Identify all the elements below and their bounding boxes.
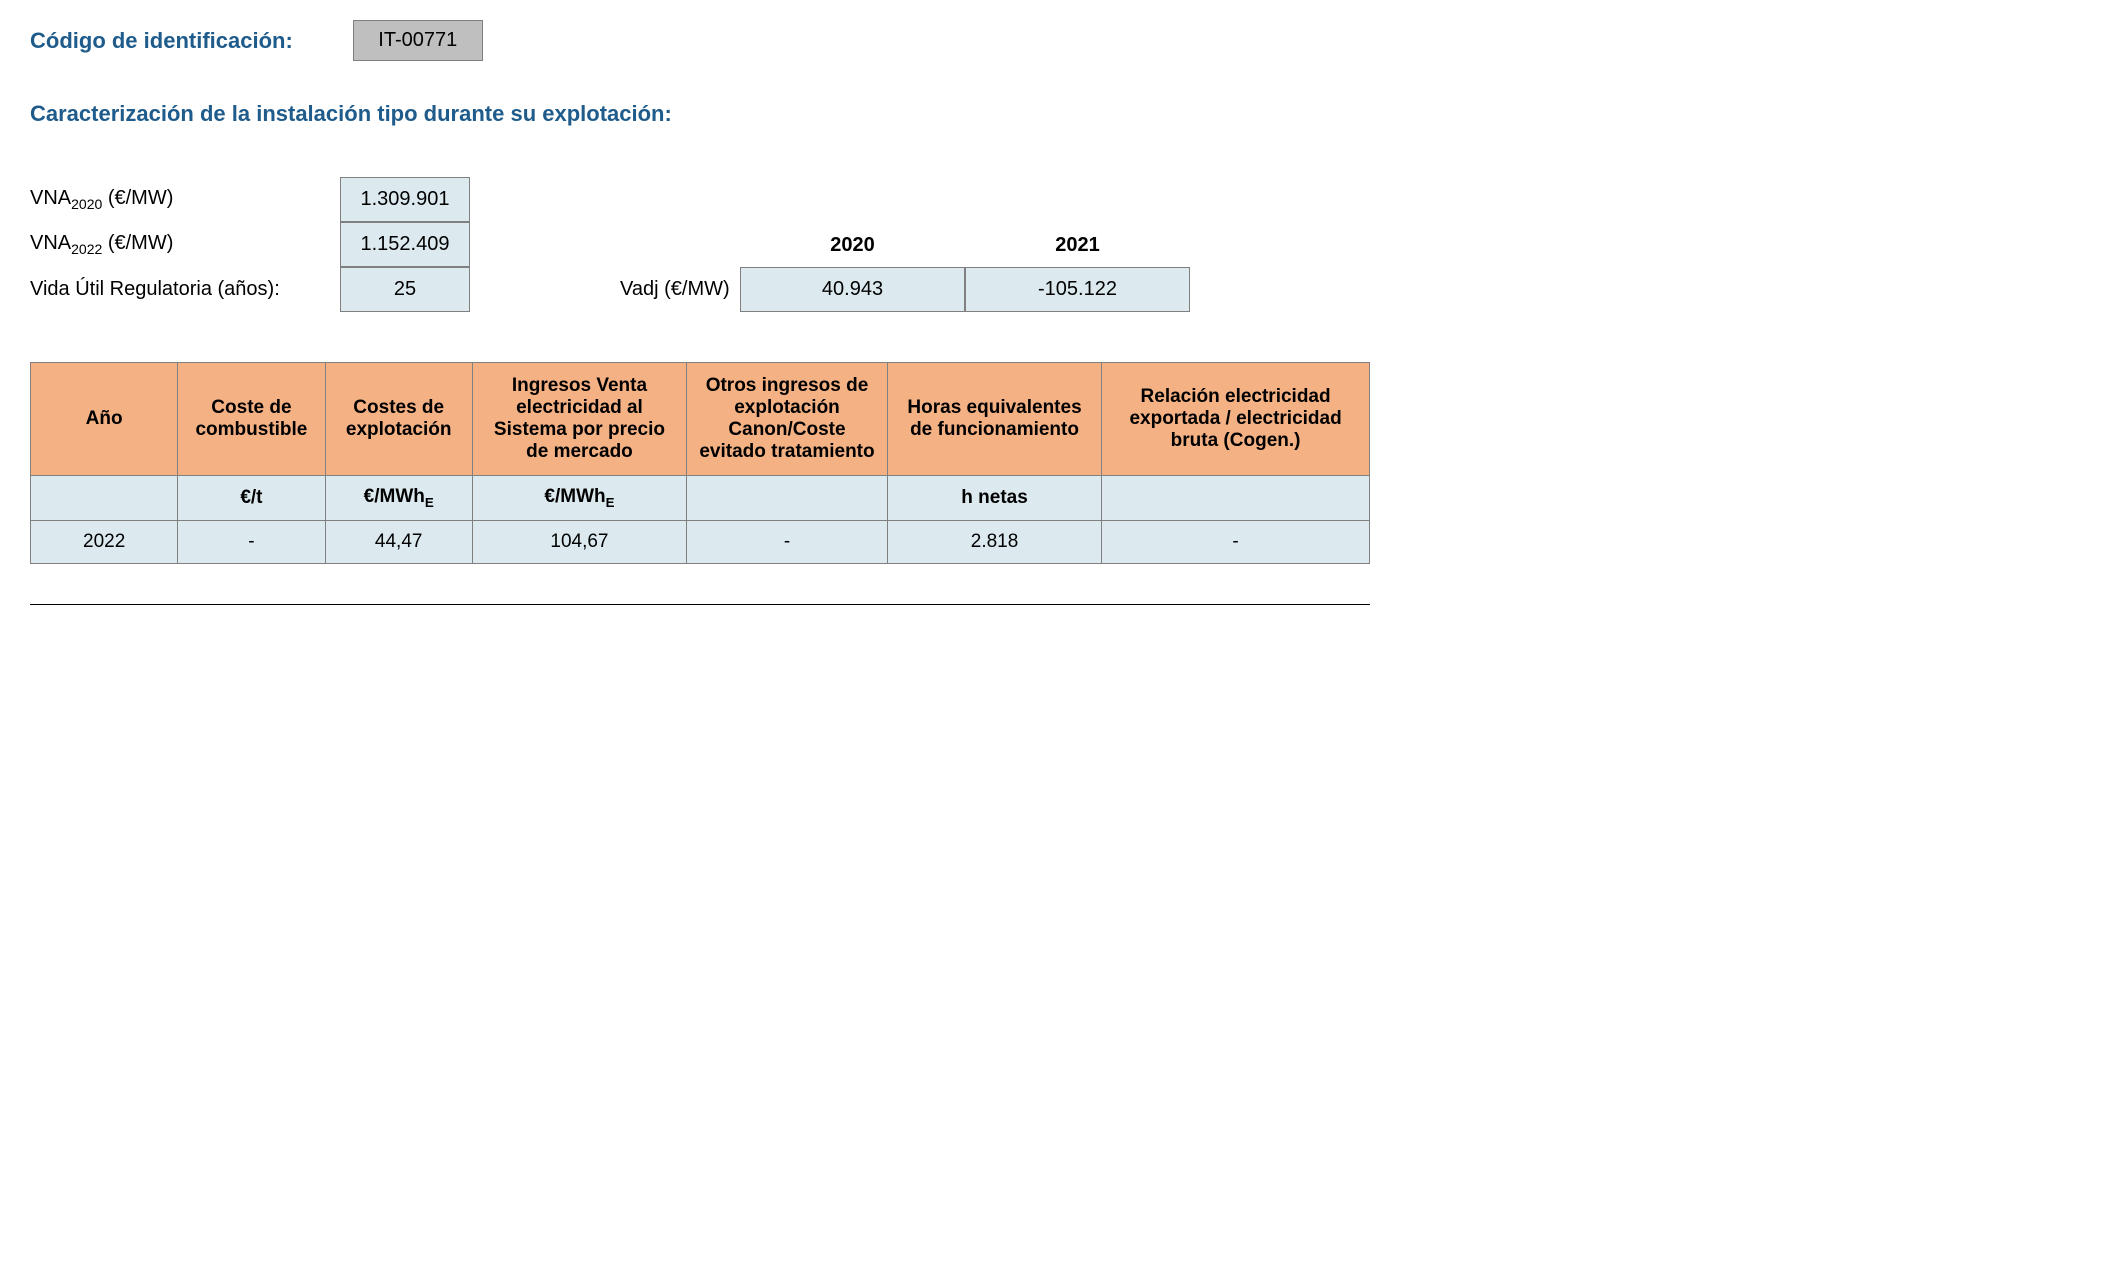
vida-util-value: 25 bbox=[340, 267, 470, 312]
table-row: 2022 - 44,47 104,67 - 2.818 - bbox=[31, 520, 1370, 563]
vida-util-label: Vida Útil Regulatoria (años): bbox=[30, 278, 340, 301]
vadj-value-0: 40.943 bbox=[740, 267, 965, 312]
th-year: Año bbox=[31, 363, 178, 476]
cell-fuel-cost: - bbox=[178, 520, 325, 563]
param-row-vna2022: VNA2022 (€/MW) 1.152.409 bbox=[30, 222, 470, 267]
cell-operating-cost: 44,47 bbox=[325, 520, 472, 563]
unit-fuel-cost: €/t bbox=[178, 476, 325, 521]
params-container: VNA2020 (€/MW) 1.309.901 VNA2022 (€/MW) … bbox=[30, 177, 2096, 312]
th-export-ratio: Relación electricidad exportada / electr… bbox=[1102, 363, 1370, 476]
unit-year bbox=[31, 476, 178, 521]
cell-equiv-hours: 2.818 bbox=[887, 520, 1101, 563]
unit-equiv-hours: h netas bbox=[887, 476, 1101, 521]
vadj-year-0: 2020 bbox=[740, 224, 965, 267]
vna2022-value: 1.152.409 bbox=[340, 222, 470, 267]
unit-operating-cost: €/MWhE bbox=[325, 476, 472, 521]
cell-sales-income: 104,67 bbox=[472, 520, 686, 563]
header-row: Código de identificación: IT-00771 bbox=[30, 20, 2096, 61]
vadj-years-row: 2020 2021 bbox=[740, 224, 1190, 267]
vadj-year-1: 2021 bbox=[965, 224, 1190, 267]
vadj-values-row: Vadj (€/MW) 40.943 -105.122 bbox=[620, 267, 1190, 312]
table-header-row: Año Coste de combustible Costes de explo… bbox=[31, 363, 1370, 476]
cell-other-income: - bbox=[687, 520, 888, 563]
unit-sales-income: €/MWhE bbox=[472, 476, 686, 521]
param-row-vida-util: Vida Útil Regulatoria (años): 25 bbox=[30, 267, 470, 312]
section-title: Caracterización de la instalación tipo d… bbox=[30, 101, 2096, 127]
code-label: Código de identificación: bbox=[30, 28, 293, 54]
code-value-box: IT-00771 bbox=[353, 20, 483, 61]
vna2020-label: VNA2020 (€/MW) bbox=[30, 187, 340, 212]
table-units-row: €/t €/MWhE €/MWhE h netas bbox=[31, 476, 1370, 521]
unit-export-ratio bbox=[1102, 476, 1370, 521]
vadj-label: Vadj (€/MW) bbox=[620, 278, 740, 301]
main-table: Año Coste de combustible Costes de explo… bbox=[30, 362, 1370, 564]
th-operating-cost: Costes de explotación bbox=[325, 363, 472, 476]
vna2020-value: 1.309.901 bbox=[340, 177, 470, 222]
params-left: VNA2020 (€/MW) 1.309.901 VNA2022 (€/MW) … bbox=[30, 177, 470, 312]
unit-other-income bbox=[687, 476, 888, 521]
vna2022-label: VNA2022 (€/MW) bbox=[30, 232, 340, 257]
cell-export-ratio: - bbox=[1102, 520, 1370, 563]
params-right: 2020 2021 Vadj (€/MW) 40.943 -105.122 bbox=[620, 224, 1190, 312]
param-row-vna2020: VNA2020 (€/MW) 1.309.901 bbox=[30, 177, 470, 222]
th-sales-income: Ingresos Venta electricidad al Sistema p… bbox=[472, 363, 686, 476]
th-fuel-cost: Coste de combustible bbox=[178, 363, 325, 476]
vadj-value-1: -105.122 bbox=[965, 267, 1190, 312]
cell-year: 2022 bbox=[31, 520, 178, 563]
th-other-income: Otros ingresos de explotación Canon/Cost… bbox=[687, 363, 888, 476]
th-equiv-hours: Horas equivalentes de funcionamiento bbox=[887, 363, 1101, 476]
divider bbox=[30, 604, 1370, 605]
